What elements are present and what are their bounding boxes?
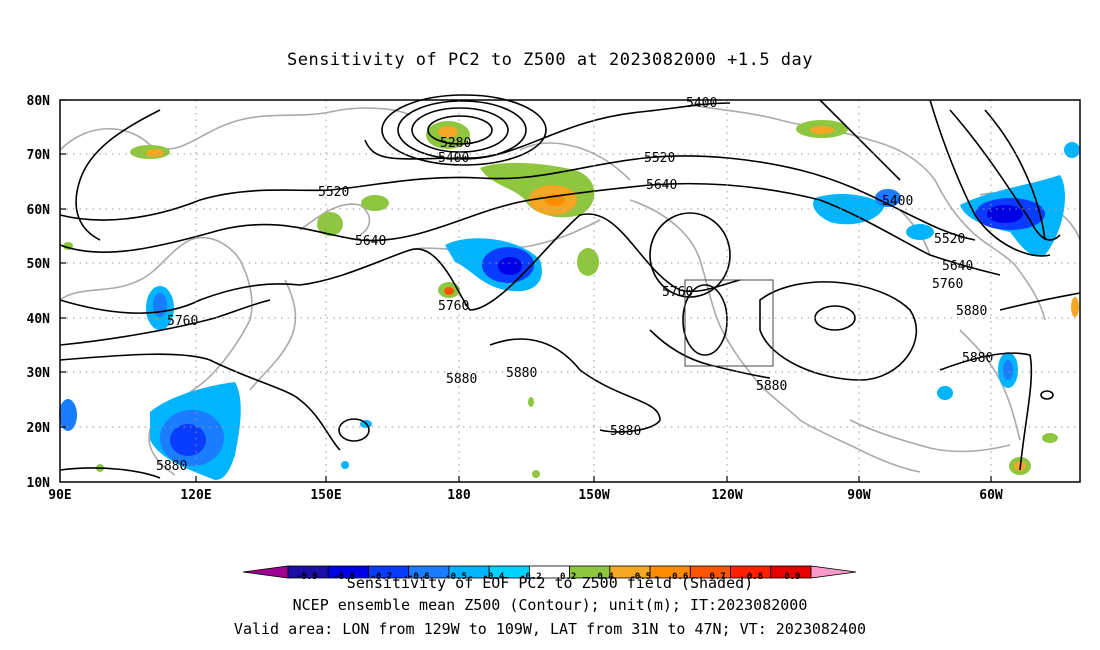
lat-label: 50N xyxy=(27,257,51,272)
z500-contours xyxy=(59,94,1081,479)
contour-label: 5880 xyxy=(156,459,187,474)
gridlines xyxy=(60,100,1080,482)
lon-label: 150W xyxy=(578,488,609,503)
colorbar-tick-label: -0.2 xyxy=(520,572,542,582)
contour-label: 5520 xyxy=(644,151,675,166)
contour-label: 5760 xyxy=(438,299,469,314)
tick-marks xyxy=(60,99,992,482)
colorbar-tick-label: -0.7 xyxy=(371,572,393,582)
lon-label: 120W xyxy=(711,488,742,503)
colorbar-tick-label: -0.6 xyxy=(408,572,430,582)
contour-label: 5640 xyxy=(942,259,973,274)
contour-label: 5760 xyxy=(662,285,693,300)
contour-label: 5880 xyxy=(506,366,537,381)
sensitivity-shading xyxy=(59,120,1080,480)
lon-label: 90W xyxy=(847,488,871,503)
contour-label: 5400 xyxy=(882,194,913,209)
lon-label: 120E xyxy=(180,488,211,503)
contour-label: 5280 xyxy=(440,136,471,151)
contour-label: 5880 xyxy=(962,351,993,366)
footer-line-2: Valid area: LON from 129W to 109W, LAT f… xyxy=(233,620,867,638)
contour-label: 5760 xyxy=(932,277,963,292)
lat-label: 40N xyxy=(27,312,51,327)
footer-line-1: NCEP ensemble mean Z500 (Contour); unit(… xyxy=(292,596,808,614)
map-title: Sensitivity of PC2 to Z500 at 2023082000… xyxy=(286,50,813,70)
colorbar-tick-label: 0.9 xyxy=(784,572,800,582)
colorbar-tick-label: 0.2 xyxy=(560,572,576,582)
lon-label: 90E xyxy=(48,488,71,503)
contour-label: 5880 xyxy=(756,379,787,394)
colorbar-tick-label: -0.5 xyxy=(445,572,467,582)
valid-area-box xyxy=(684,279,774,367)
lon-label: 60W xyxy=(979,488,1003,503)
lat-label: 60N xyxy=(27,203,51,218)
lat-label: 70N xyxy=(27,148,51,163)
colorbar-tick-label: 0.5 xyxy=(635,572,651,582)
colorbar-arrow-high xyxy=(810,565,857,579)
contour-label: 5400 xyxy=(438,151,469,166)
colorbar-tick-label: 0.8 xyxy=(747,572,763,582)
contour-label: 5520 xyxy=(318,185,349,200)
contour-label: 5880 xyxy=(956,304,987,319)
lat-label: 30N xyxy=(27,366,51,381)
colorbar-tick-label: -0.9 xyxy=(296,572,318,582)
lon-labels: 90E 120E 150E 180 150W 120W 90W 60W xyxy=(48,488,1003,503)
colorbar: -0.9 -0.8 -0.7 -0.6 -0.5 -0.4 -0.2 0.2 0.4 0.5 0.6… xyxy=(242,565,857,582)
contour-label: 5880 xyxy=(446,372,477,387)
colorbar-tick-label: 0.4 xyxy=(597,572,614,582)
contour-label: 5400 xyxy=(686,96,717,111)
lat-label: 20N xyxy=(27,421,51,436)
colorbar-tick-label: -0.8 xyxy=(333,572,355,582)
lat-labels: 10N 20N 30N 40N 50N 60N 70N 80N xyxy=(27,94,51,491)
colorbar-caption: Sensitivity of EOF PC2 to Z500 field (Sh… xyxy=(346,574,754,592)
colorbar-tick-label: -0.4 xyxy=(483,572,505,582)
lat-label: 80N xyxy=(27,94,51,109)
contour-label: 5640 xyxy=(355,234,386,249)
contour-label: 5640 xyxy=(646,178,677,193)
lat-label: 10N xyxy=(27,476,51,491)
lon-label: 150E xyxy=(310,488,341,503)
contour-label: 5760 xyxy=(167,314,198,329)
lon-label: 180 xyxy=(447,488,471,503)
map-frame xyxy=(59,99,1081,483)
colorbar-tick-label: 0.6 xyxy=(672,572,688,582)
contour-labels: 5280 5400 5400 5400 5520 5520 5520 5640 … xyxy=(156,96,993,474)
contour-label: 5880 xyxy=(610,424,641,439)
contour-label: 5520 xyxy=(934,232,965,247)
colorbar-tick-label: 0.7 xyxy=(709,572,725,582)
